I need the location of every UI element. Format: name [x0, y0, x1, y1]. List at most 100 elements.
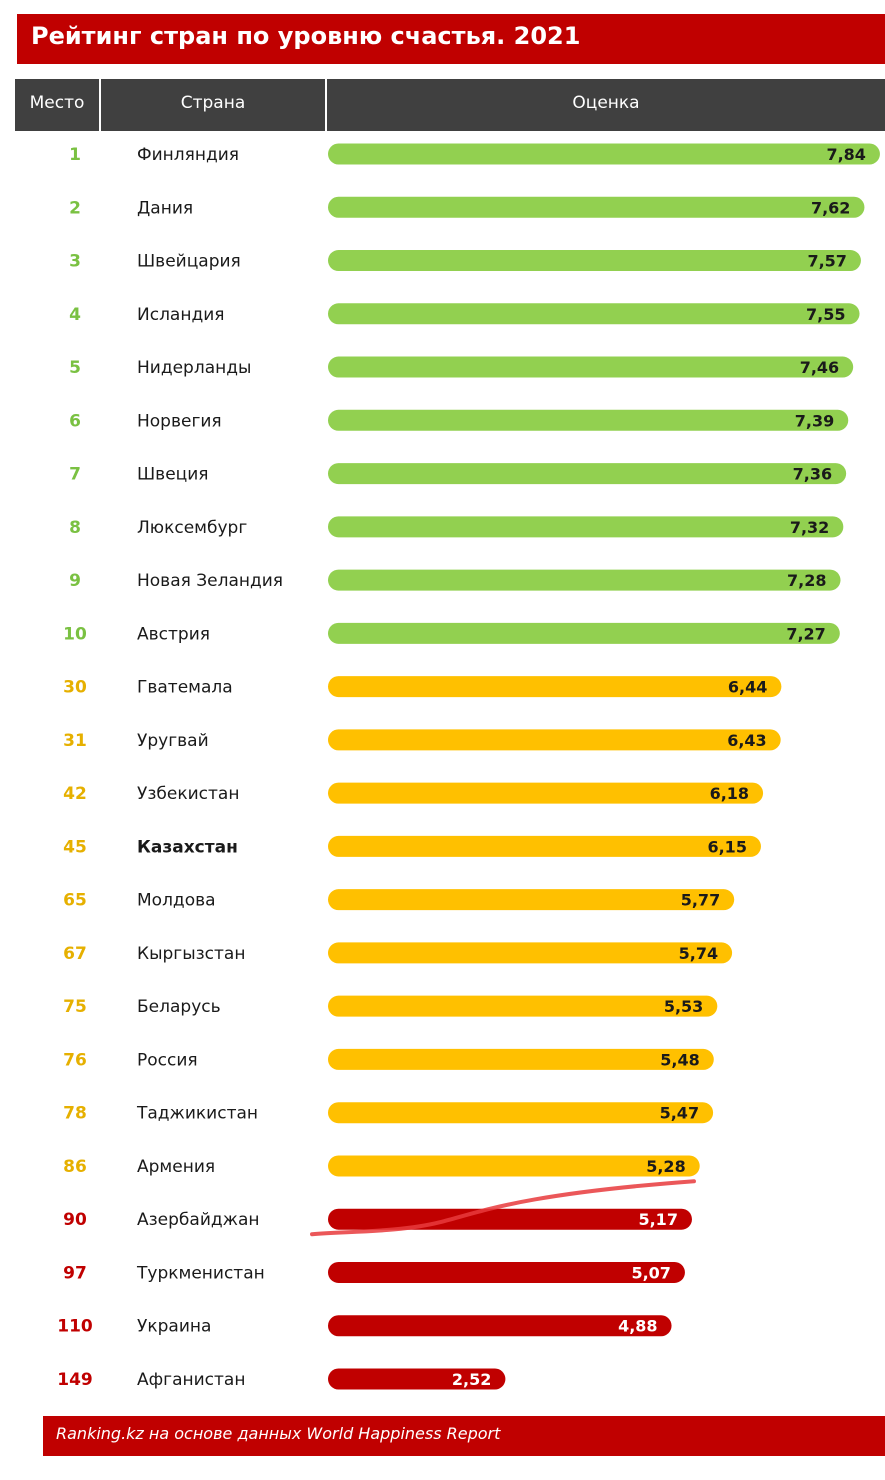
score-label: 7,57 [807, 252, 846, 271]
country-label: Туркменистан [136, 1263, 265, 1283]
score-label: 4,88 [618, 1317, 657, 1336]
rank-label: 42 [63, 784, 87, 804]
score-label: 6,15 [707, 837, 746, 856]
chart-title: Рейтинг стран по уровню счастья. 2021 [31, 22, 581, 50]
score-label: 5,77 [681, 891, 720, 910]
score-bar [328, 1208, 692, 1230]
score-bar [328, 835, 761, 857]
rank-label: 67 [63, 944, 87, 964]
country-label: Молдова [137, 891, 216, 911]
rank-label: 9 [69, 571, 81, 591]
rank-label: 8 [69, 518, 81, 538]
rank-label: 149 [57, 1370, 93, 1390]
hand-drawn-mark [310, 1179, 696, 1237]
country-label: Швеция [137, 465, 209, 485]
country-label: Россия [137, 1050, 198, 1070]
score-label: 5,07 [631, 1263, 670, 1282]
rank-label: 86 [63, 1157, 87, 1177]
country-label: Австрия [137, 624, 210, 644]
rank-label: 45 [63, 837, 87, 857]
country-label: Норвегия [137, 411, 222, 431]
score-label: 5,48 [660, 1050, 699, 1069]
rank-label: 10 [63, 624, 87, 644]
score-bar [328, 196, 865, 218]
header-divider [325, 79, 327, 131]
rank-label: 3 [69, 252, 81, 272]
rank-label: 7 [69, 465, 81, 485]
rank-label: 6 [69, 411, 81, 431]
score-bar [328, 942, 733, 964]
score-bar [328, 409, 849, 431]
rank-label: 110 [57, 1317, 93, 1337]
score-bar [328, 516, 844, 538]
table-header: Место Страна Оценка [15, 79, 885, 131]
country-label: Уругвай [137, 731, 209, 751]
country-label: Узбекистан [137, 784, 239, 804]
rank-label: 78 [63, 1104, 87, 1124]
rank-label: 65 [63, 891, 87, 911]
score-label: 6,18 [710, 784, 749, 803]
source-footer: Ranking.kz на основе данных World Happin… [43, 1416, 885, 1456]
rank-label: 75 [63, 997, 87, 1017]
score-bar [328, 622, 840, 644]
score-label: 5,74 [679, 944, 718, 963]
rank-label: 30 [63, 678, 87, 698]
score-bar [328, 889, 735, 911]
score-label: 6,44 [728, 678, 767, 697]
country-label: Украина [137, 1317, 211, 1337]
country-label: Новая Зеландия [137, 571, 283, 591]
rank-label: 90 [63, 1210, 87, 1230]
rank-label: 76 [63, 1050, 87, 1070]
score-bar [328, 1048, 714, 1070]
score-label: 7,84 [826, 145, 865, 164]
country-label: Казахстан [137, 837, 238, 857]
rank-label: 31 [63, 731, 87, 751]
header-divider [99, 79, 101, 131]
score-label: 7,39 [795, 411, 834, 430]
score-label: 7,55 [806, 305, 845, 324]
country-label: Швейцария [137, 252, 241, 272]
title-bar: Рейтинг стран по уровню счастья. 2021 [17, 14, 885, 64]
country-label: Кыргызстан [137, 944, 245, 964]
score-bar [328, 303, 860, 325]
score-label: 2,52 [452, 1370, 491, 1389]
score-label: 5,28 [646, 1157, 685, 1176]
score-bar [328, 729, 781, 751]
score-label: 5,17 [638, 1210, 677, 1229]
score-label: 6,43 [727, 731, 766, 750]
country-label: Беларусь [137, 997, 221, 1017]
country-label: Азербайджан [137, 1210, 259, 1230]
source-text: Ranking.kz на основе данных World Happin… [56, 1424, 501, 1443]
country-label: Таджикистан [136, 1104, 258, 1124]
country-label: Дания [137, 198, 193, 218]
score-label: 7,27 [786, 624, 825, 643]
rank-label: 2 [69, 198, 81, 218]
rank-label: 97 [63, 1263, 87, 1283]
rank-label: 1 [69, 145, 81, 165]
score-bar [328, 356, 854, 378]
score-bar [328, 676, 782, 698]
rank-label: 4 [69, 305, 81, 325]
score-bar [328, 782, 764, 804]
country-label: Армения [137, 1157, 215, 1177]
score-bar [328, 1315, 672, 1337]
country-label: Люксембург [137, 518, 247, 538]
score-bar [328, 1102, 714, 1124]
score-bar [328, 250, 861, 272]
header-score: Оценка [572, 93, 640, 113]
country-label: Финляндия [137, 145, 239, 165]
country-label: Гватемала [137, 678, 233, 698]
country-label: Нидерланды [137, 358, 251, 378]
country-label: Афганистан [137, 1370, 245, 1390]
score-label: 7,36 [793, 465, 832, 484]
score-label: 7,62 [811, 198, 850, 217]
score-label: 5,47 [660, 1104, 699, 1123]
header-rank: Место [29, 93, 85, 113]
score-label: 7,46 [800, 358, 839, 377]
header-country: Страна [180, 93, 246, 113]
score-bar [328, 569, 841, 591]
score-label: 7,28 [787, 571, 826, 590]
country-label: Исландия [137, 305, 225, 325]
rank-label: 5 [69, 358, 81, 378]
